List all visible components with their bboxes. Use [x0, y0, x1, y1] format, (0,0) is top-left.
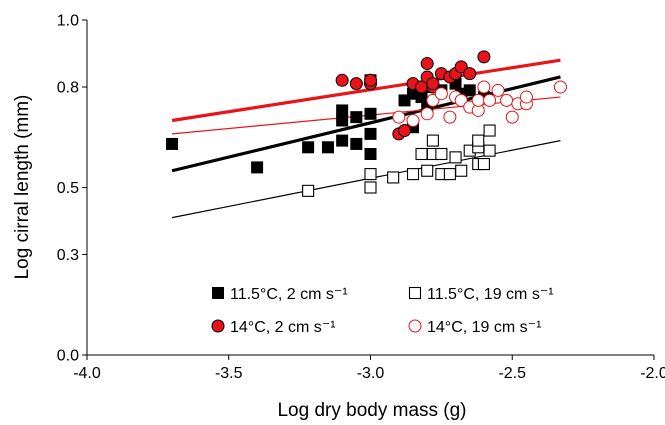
point-series-1 — [302, 141, 315, 154]
point-series-4 — [426, 93, 440, 107]
point-series-2 — [483, 124, 496, 137]
point-series-2 — [415, 147, 428, 161]
point-series-3 — [463, 67, 477, 81]
legend-marker-series-2 — [408, 286, 422, 300]
point-series-2 — [302, 184, 315, 197]
point-series-2 — [449, 151, 462, 164]
point-series-3 — [420, 57, 434, 71]
legend-marker-series-1 — [212, 287, 224, 299]
point-series-4 — [500, 93, 514, 107]
point-series-4 — [443, 110, 457, 124]
y-tick-label: 0.3 — [57, 247, 79, 264]
y-tick-label: 0.0 — [57, 348, 79, 365]
point-series-4 — [454, 93, 468, 107]
point-series-4 — [477, 80, 491, 94]
point-series-1 — [321, 141, 334, 154]
point-series-1 — [350, 111, 363, 124]
x-tick-label: -3.5 — [215, 365, 243, 382]
legend-label-series-4: 14°C, 19 cm s⁻¹ — [427, 319, 541, 336]
point-series-2 — [472, 134, 485, 147]
point-series-1 — [364, 107, 377, 120]
point-series-2 — [435, 147, 448, 161]
point-series-4 — [471, 93, 485, 107]
point-series-2 — [483, 144, 496, 157]
y-tick-label: 1.0 — [57, 13, 79, 30]
x-tick-label: -3.0 — [357, 365, 385, 382]
point-series-3 — [398, 124, 412, 138]
point-series-2 — [477, 158, 490, 171]
y-tick-label: 0.5 — [57, 180, 79, 197]
point-series-2 — [364, 181, 377, 194]
point-series-4 — [491, 83, 505, 97]
point-series-1 — [251, 161, 264, 174]
point-series-1 — [166, 137, 179, 150]
point-series-4 — [406, 114, 420, 127]
legend-label-series-1: 11.5°C, 2 cm s⁻¹ — [230, 286, 348, 303]
legend-label-series-2: 11.5°C, 19 cm s⁻¹ — [427, 286, 554, 303]
point-series-4 — [434, 87, 448, 101]
point-series-4 — [505, 110, 519, 124]
point-series-1 — [350, 137, 363, 150]
point-series-4 — [553, 80, 567, 94]
trend-line-series-3 — [171, 58, 561, 123]
point-series-2 — [406, 168, 420, 181]
point-series-3 — [364, 73, 377, 87]
point-series-4 — [392, 110, 406, 124]
x-tick-label: -2.5 — [498, 365, 526, 382]
x-tick-label: -2.0 — [640, 365, 665, 382]
point-series-3 — [454, 60, 468, 74]
point-series-1 — [364, 148, 377, 160]
legend: 11.5°C, 2 cm s⁻¹ 11.5°C, 19 cm s⁻¹ 14°C, 2… — [211, 286, 554, 336]
axes: -4.0 -3.5 -3.0 -2.5 -2.0 0.0 0.3 0.5 0.8 1.0 — [57, 13, 665, 383]
point-series-4 — [420, 107, 434, 121]
point-series-4 — [519, 90, 533, 104]
point-series-2 — [455, 164, 468, 177]
point-series-1 — [463, 84, 476, 97]
y-tick-label: 0.8 — [57, 80, 79, 97]
point-series-2 — [426, 134, 439, 147]
legend-marker-series-4 — [408, 319, 422, 333]
point-series-2 — [364, 168, 377, 181]
point-series-1 — [398, 94, 411, 107]
legend-label-series-3: 14°C, 2 cm s⁻¹ — [230, 319, 336, 336]
point-series-3 — [477, 50, 491, 64]
data-markers — [166, 50, 567, 197]
point-series-2 — [421, 164, 434, 177]
point-series-4 — [483, 93, 497, 107]
point-series-1 — [336, 114, 349, 127]
point-series-3 — [426, 77, 440, 91]
point-series-1 — [336, 104, 349, 117]
point-series-1 — [336, 134, 349, 147]
x-axis-title: Log dry body mass (g) — [277, 400, 466, 421]
point-series-3 — [349, 77, 363, 91]
y-axis-title: Log cirral length (mm) — [12, 95, 33, 280]
point-series-1 — [364, 127, 377, 140]
point-series-2 — [443, 168, 456, 181]
legend-marker-series-3 — [211, 319, 225, 333]
x-tick-label: -4.0 — [73, 365, 101, 382]
point-series-3 — [335, 73, 349, 87]
point-series-2 — [387, 171, 400, 184]
